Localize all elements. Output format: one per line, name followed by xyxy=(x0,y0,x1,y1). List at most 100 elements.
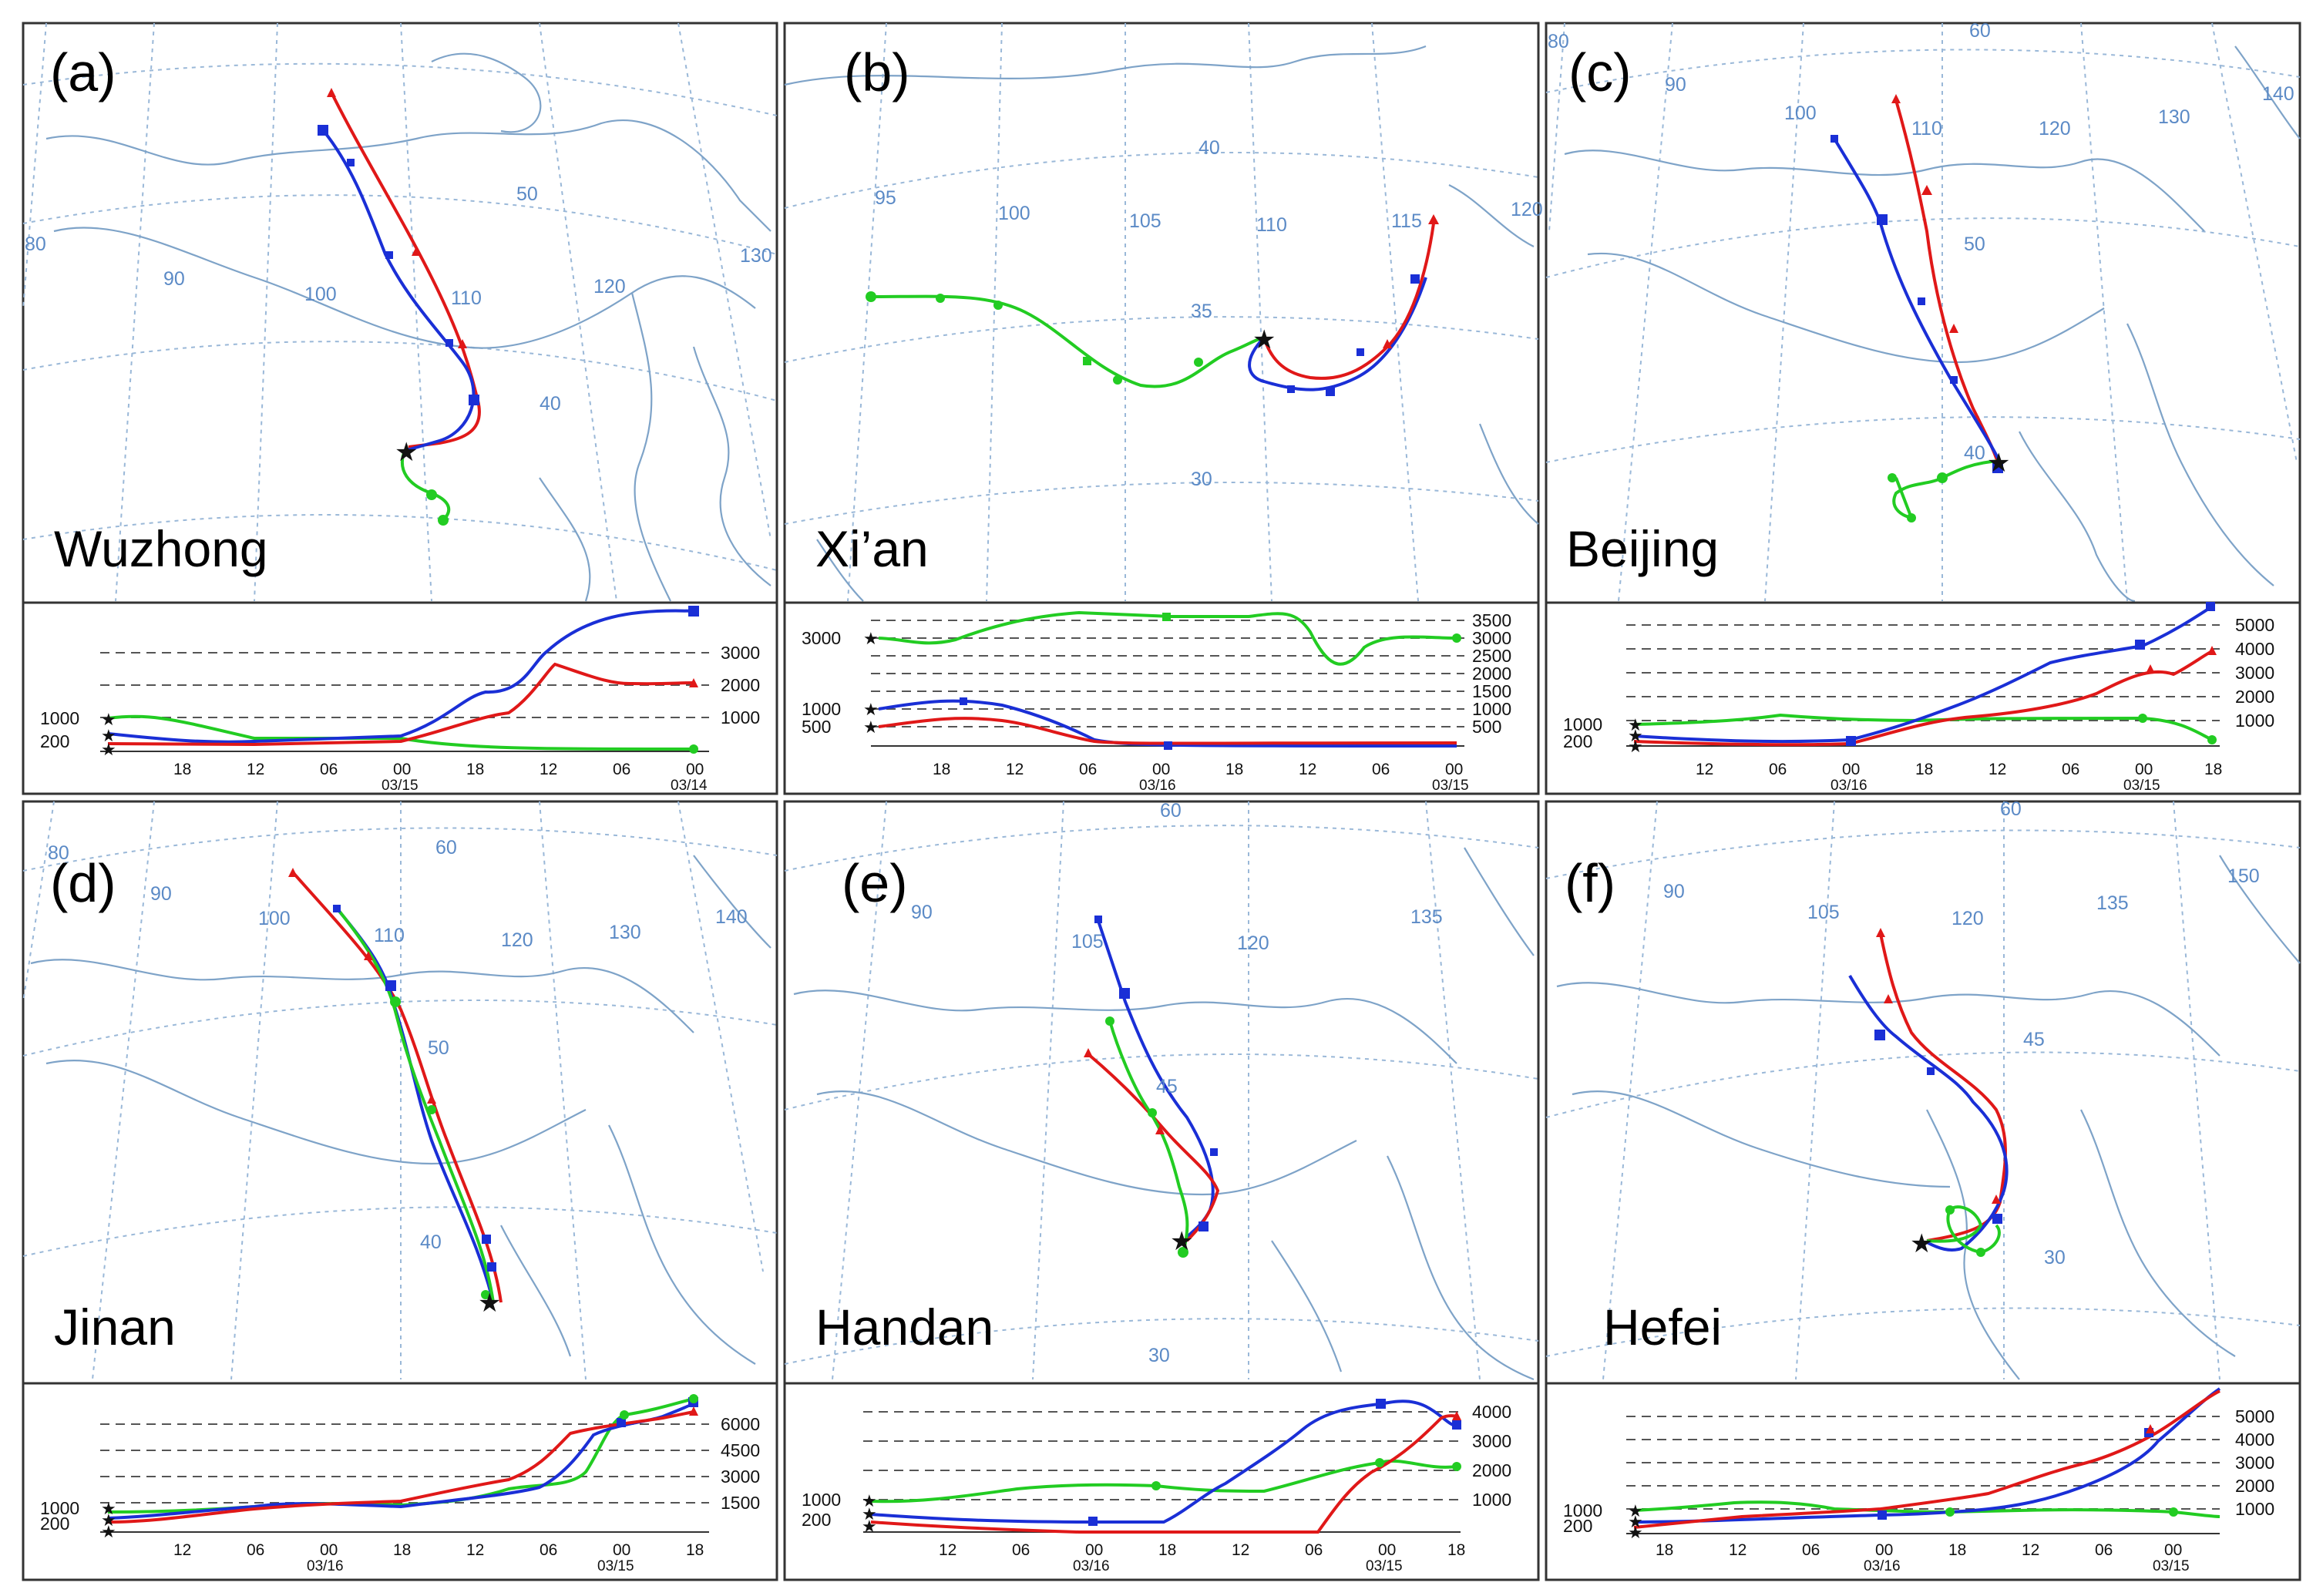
panel-d-coord-label: 40 xyxy=(420,1231,442,1253)
panel-f-coord-label: 30 xyxy=(2044,1247,2066,1268)
panel-f-coord-label: 135 xyxy=(2096,892,2129,914)
panel-f: ★ 90 105 120 135 150 60 45 30 (f) Hefei … xyxy=(1545,798,2301,1581)
panel-f-coord-label: 90 xyxy=(1663,881,1685,902)
panel-a-coord-label: 40 xyxy=(540,393,561,415)
panel-b-coord-label: 105 xyxy=(1129,210,1162,232)
panel-b-altitude-label: 500 xyxy=(1472,717,1501,737)
panel-b-date-label: 03/16 xyxy=(1139,778,1176,794)
panel-b-red-trajectory xyxy=(1262,223,1435,380)
panel-e-markers xyxy=(1084,916,1218,1258)
panel-a-altitude-label: 1000 xyxy=(721,707,760,727)
panel-e-altitude-blue xyxy=(870,1399,1457,1524)
panel-b-start-label: 500 xyxy=(802,717,831,737)
panel-f-map: ★ xyxy=(1545,801,2301,1380)
panel-a-altitude-blue xyxy=(107,609,694,744)
panel-f-altitude-plot: 5000 4000 3000 2000 1000 1000 200 ★★★ 18… xyxy=(1546,1382,2300,1574)
panel-a-altitude-green xyxy=(107,714,694,751)
panel-e-letter: (e) xyxy=(842,853,908,913)
panel-a-red-trajectory xyxy=(330,92,481,449)
panel-f-time-tick: 00 xyxy=(1875,1541,1893,1559)
panel-a-start-label: 1000 xyxy=(40,708,79,728)
panel-f-letter: (f) xyxy=(1565,853,1615,913)
panel-d-red-trajectory xyxy=(291,871,503,1303)
panel-f-altitude-label: 2000 xyxy=(2235,1476,2274,1496)
panel-b-time-tick: 06 xyxy=(1372,761,1390,778)
panel-a-time-tick: 06 xyxy=(613,761,630,778)
panel-d-coord-label: 50 xyxy=(428,1037,449,1059)
svg-text:★: ★ xyxy=(862,1491,877,1510)
panel-f-coord-label: 150 xyxy=(2227,865,2260,887)
panel-d-map: ★ xyxy=(22,801,778,1380)
svg-text:★: ★ xyxy=(1628,737,1643,756)
svg-text:★: ★ xyxy=(101,710,116,729)
panel-f-coord-label: 120 xyxy=(1952,908,1984,929)
panel-c-time-tick: 18 xyxy=(2204,761,2222,778)
panel-f-altitude-green xyxy=(1633,1500,2220,1518)
panel-a-markers xyxy=(318,88,479,526)
panel-c-coord-label: 140 xyxy=(2262,83,2294,105)
panel-e-star-icon: ★ xyxy=(1170,1227,1193,1256)
panel-c-city-name: Beijing xyxy=(1566,520,1719,577)
panel-e-coord-label: 45 xyxy=(1156,1076,1178,1097)
panel-b-date-label: 03/15 xyxy=(1432,778,1469,794)
panel-f-time-tick: 12 xyxy=(1729,1541,1746,1559)
panel-e-coord-label: 90 xyxy=(911,902,933,923)
panel-d-time-tick: 18 xyxy=(686,1541,704,1559)
panel-c-date-label: 03/15 xyxy=(2123,778,2160,794)
panel-d-altitude-red xyxy=(107,1410,694,1524)
panel-a-coord-label: 120 xyxy=(593,276,626,297)
panel-a-date-label: 03/15 xyxy=(382,778,419,794)
panel-b: ★ 95 100 105 110 115 120 40 35 30 (b) Xi… xyxy=(783,22,1543,795)
panel-b-frame xyxy=(783,22,1540,795)
panel-b-time-tick: 18 xyxy=(1225,761,1243,778)
panel-d-green-trajectory xyxy=(338,909,495,1303)
panel-a-coord-label: 110 xyxy=(451,287,482,309)
panel-a-star-icon: ★ xyxy=(395,438,418,467)
panel-b-altitude-label: 3500 xyxy=(1472,610,1511,630)
panel-b-time-tick: 12 xyxy=(1006,761,1024,778)
panel-b-start-label: 3000 xyxy=(802,628,841,648)
panel-f-markers xyxy=(1874,928,2002,1257)
panel-a-altitude-plot: 3000 2000 1000 1000 200 ★★★ 18 12 06 00 … xyxy=(23,601,777,794)
panel-a-coord-label: 80 xyxy=(25,234,46,255)
svg-text:★: ★ xyxy=(1628,1501,1643,1520)
panel-e-time-tick: 12 xyxy=(1232,1541,1249,1559)
panel-e-altitude-red xyxy=(870,1414,1457,1534)
svg-text:★: ★ xyxy=(1628,1523,1643,1542)
panel-c-altitude-label: 2000 xyxy=(2235,687,2274,707)
svg-text:★: ★ xyxy=(101,740,116,759)
panel-e-city-name: Handan xyxy=(815,1299,993,1356)
panel-b-altitude-blue xyxy=(878,699,1457,748)
panel-d-coord-label: 100 xyxy=(258,908,291,929)
panel-f-date-label: 03/15 xyxy=(2153,1558,2190,1574)
panel-c-altitude-label: 4000 xyxy=(2235,639,2274,659)
panel-f-altitude-label: 5000 xyxy=(2235,1406,2274,1426)
panel-d-coord-label: 110 xyxy=(374,925,405,946)
panel-d-star-icon: ★ xyxy=(478,1289,501,1318)
panel-c: ★ 80 90 100 110 120 130 140 60 50 40 (c)… xyxy=(1545,20,2301,795)
panel-f-altitude-label: 1000 xyxy=(2235,1499,2274,1519)
panel-b-altitude-label: 1500 xyxy=(1472,681,1511,701)
panel-e-time-tick: 18 xyxy=(1158,1541,1176,1559)
panel-d-coord-label: 90 xyxy=(150,883,172,905)
panel-a-altitude-label: 2000 xyxy=(721,675,760,695)
panel-f-time-tick: 06 xyxy=(2095,1541,2113,1559)
panel-a-altitude-red xyxy=(107,662,694,747)
panel-c-coord-label: 90 xyxy=(1665,74,1686,96)
panel-f-coord-label: 45 xyxy=(2023,1029,2045,1050)
panel-c-start-label: 1000 xyxy=(1563,714,1602,734)
panel-e-frame xyxy=(783,800,1540,1581)
panel-a-city-name: Wuzhong xyxy=(54,520,268,577)
panel-f-altitude-blue xyxy=(1633,1387,2221,1524)
panel-d-time-tick: 06 xyxy=(247,1541,264,1559)
panel-d-date-label: 03/16 xyxy=(307,1558,344,1574)
panel-a-time-tick: 18 xyxy=(466,761,484,778)
panel-d-letter: (d) xyxy=(50,853,116,913)
panel-e-time-tick: 00 xyxy=(1085,1541,1103,1559)
panel-a-map: ★ xyxy=(22,22,778,602)
panel-b-letter: (b) xyxy=(844,42,910,102)
panel-e-map: ★ xyxy=(784,801,1539,1381)
panel-e-altitude-label: 4000 xyxy=(1472,1402,1511,1422)
panel-a: ★ 80 90 100 110 120 130 50 40 (a) Wuzhon… xyxy=(22,22,778,795)
